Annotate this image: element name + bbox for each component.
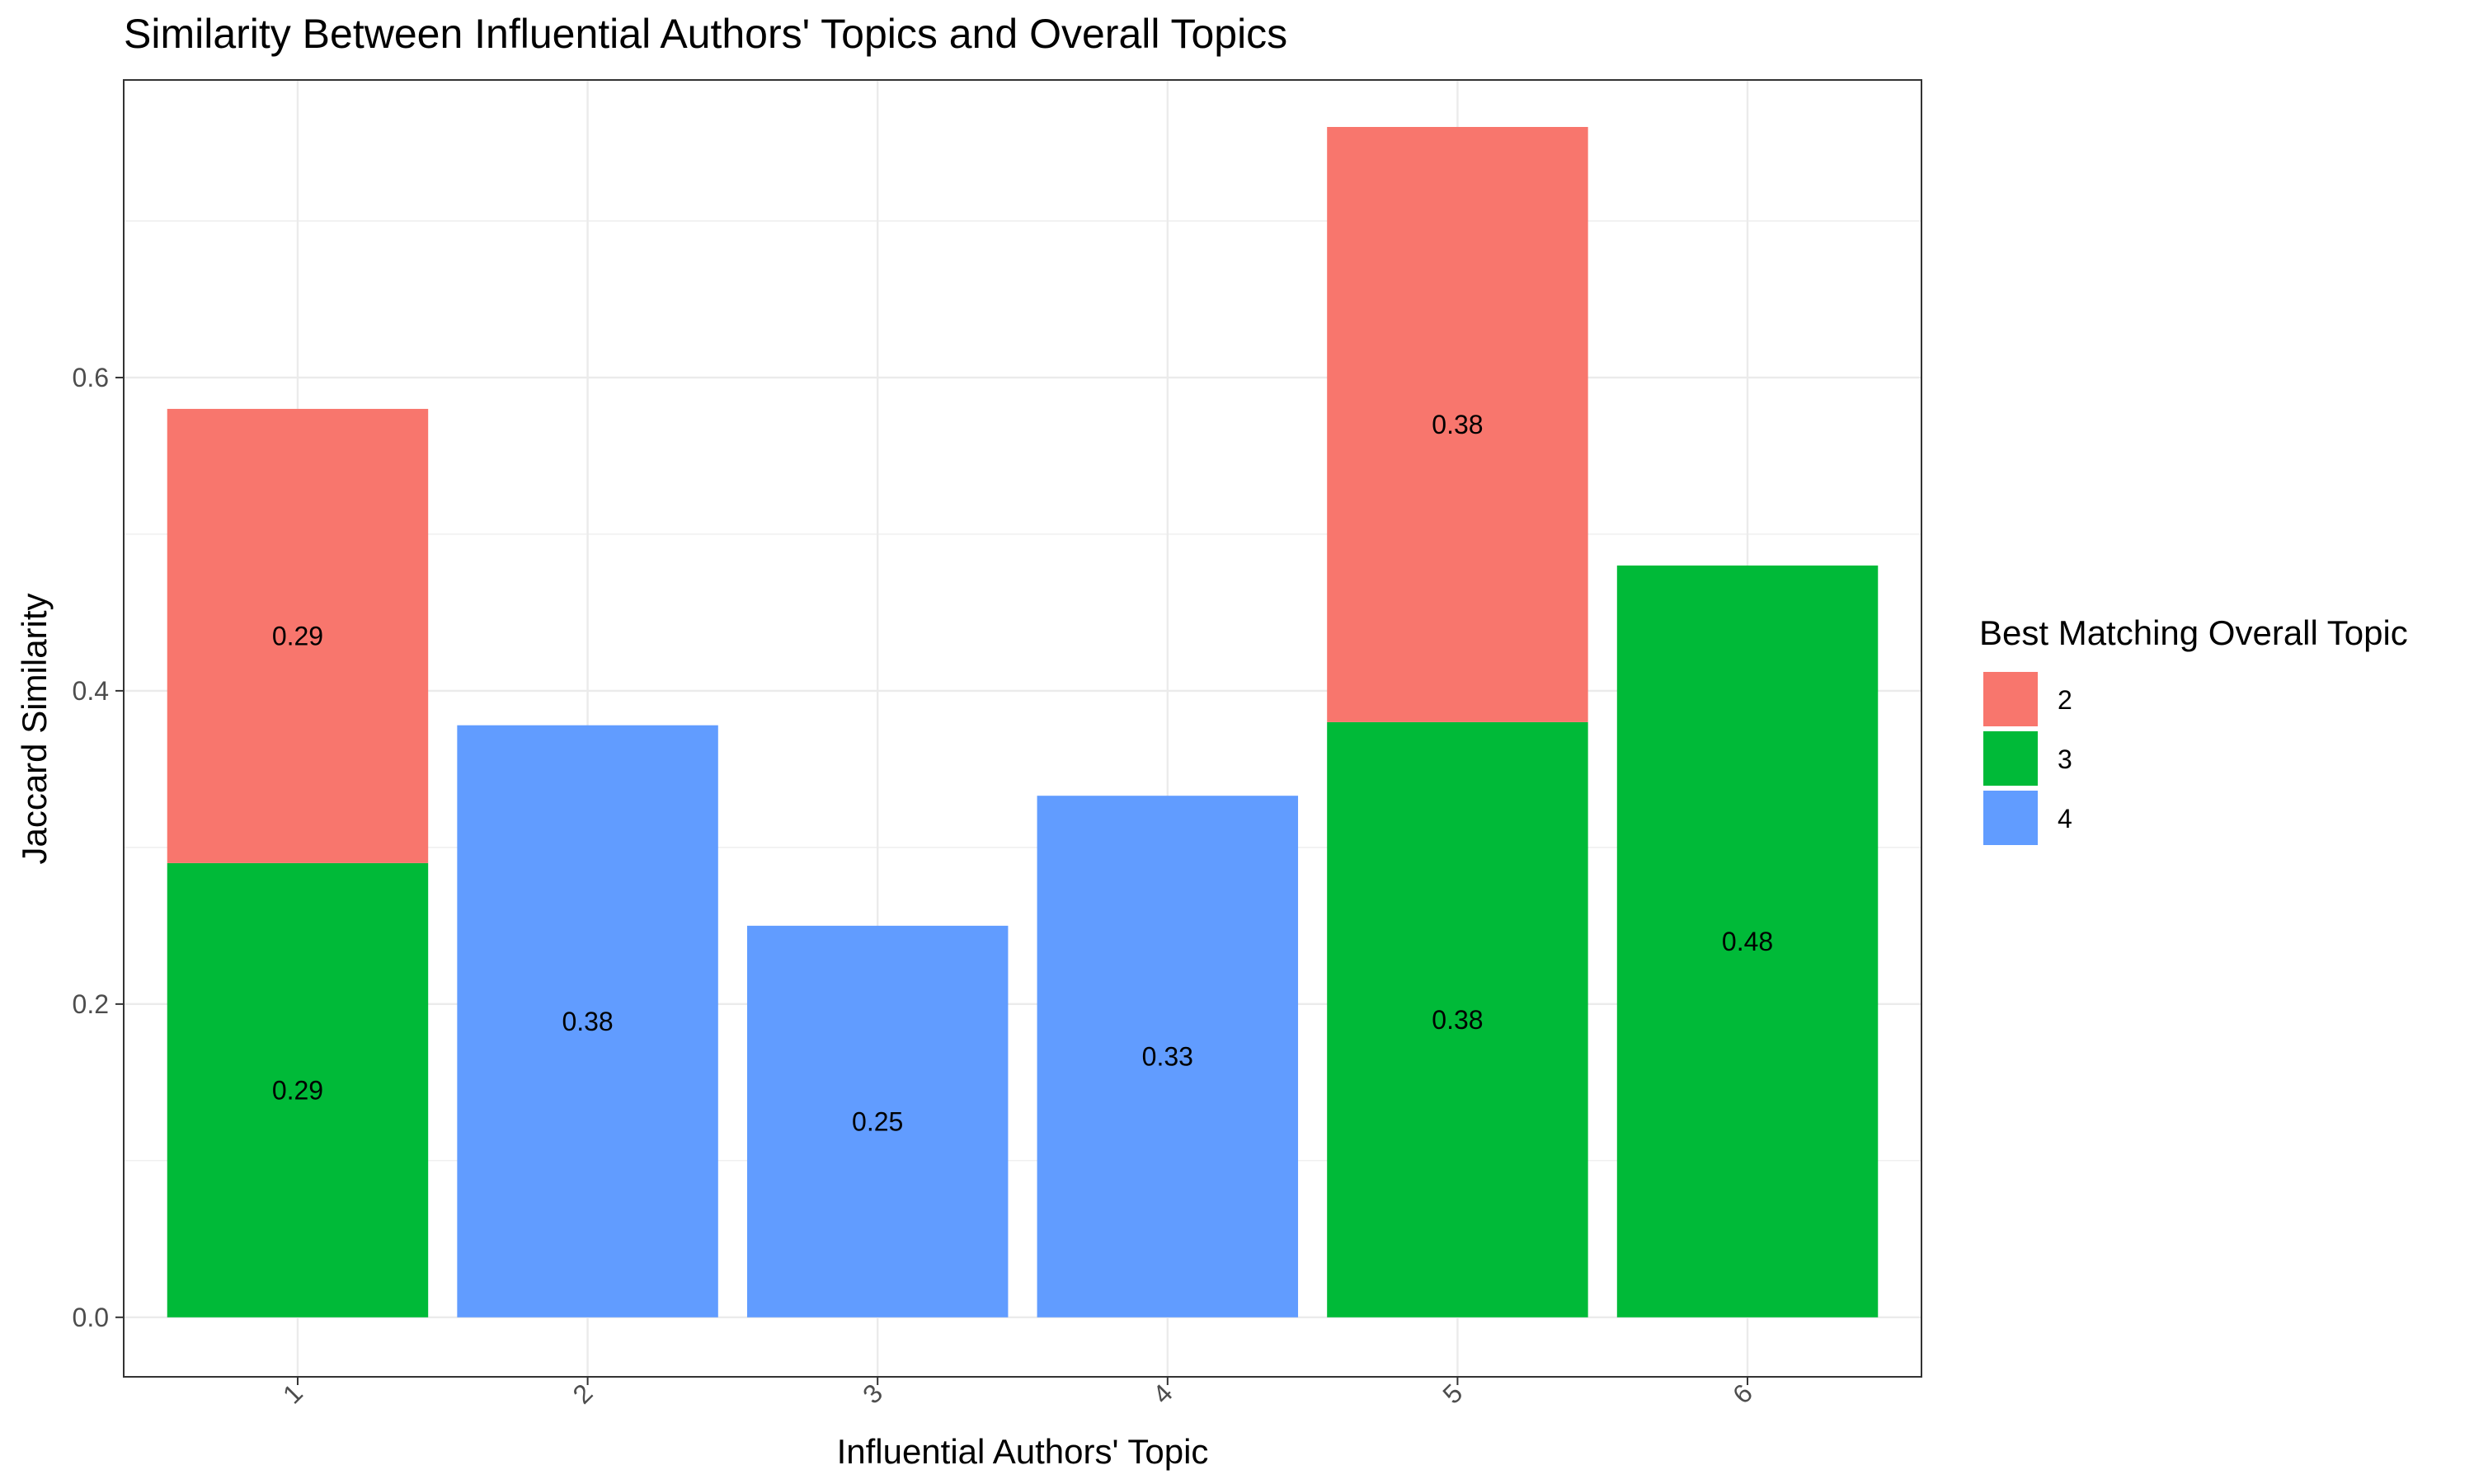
legend-title: Best Matching Overall Topic <box>1979 613 2408 652</box>
data-label: 0.33 <box>1142 1041 1193 1071</box>
chart-title: Similarity Between Influential Authors' … <box>124 11 1287 57</box>
bars <box>167 126 1879 1317</box>
legend: Best Matching Overall Topic 2 3 4 <box>1979 613 2408 845</box>
bar-segment <box>167 408 429 863</box>
data-label: 0.38 <box>562 1007 613 1036</box>
y-axis: 0.0 0.2 0.4 0.6 <box>73 363 124 1332</box>
data-label: 0.38 <box>1432 1005 1483 1035</box>
bar-segment <box>457 725 718 1317</box>
y-tick-label: 0.0 <box>73 1303 109 1332</box>
legend-swatch <box>1983 791 2038 845</box>
bar-segment <box>746 925 1009 1317</box>
data-label: 0.48 <box>1722 927 1773 956</box>
data-label: 0.29 <box>272 1075 323 1105</box>
legend-label: 3 <box>2058 744 2072 774</box>
data-label: 0.29 <box>272 621 323 650</box>
y-axis-title: Jaccard Similarity <box>15 593 54 864</box>
x-axis-title: Influential Authors' Topic <box>837 1432 1209 1471</box>
legend-label: 4 <box>2058 804 2072 834</box>
data-labels: 0.29 0.38 0.48 0.29 0.38 0.38 0.25 0.33 <box>272 410 1773 1136</box>
y-tick-label: 0.2 <box>73 989 109 1019</box>
y-tick-label: 0.4 <box>73 676 109 706</box>
bar-segment <box>1616 565 1879 1317</box>
legend-items: 2 3 4 <box>1983 672 2072 845</box>
bar-segment <box>1037 796 1299 1317</box>
plot-panel-border <box>123 79 1922 1378</box>
bar-segment <box>1327 126 1588 722</box>
data-label: 0.38 <box>1432 410 1483 439</box>
y-tick-label: 0.6 <box>73 363 109 392</box>
legend-swatch <box>1983 672 2038 726</box>
legend-label: 2 <box>2058 685 2072 715</box>
data-label: 0.25 <box>852 1106 903 1136</box>
bar-segment <box>1327 721 1588 1317</box>
bar-segment <box>167 862 429 1317</box>
legend-swatch <box>1983 731 2038 786</box>
